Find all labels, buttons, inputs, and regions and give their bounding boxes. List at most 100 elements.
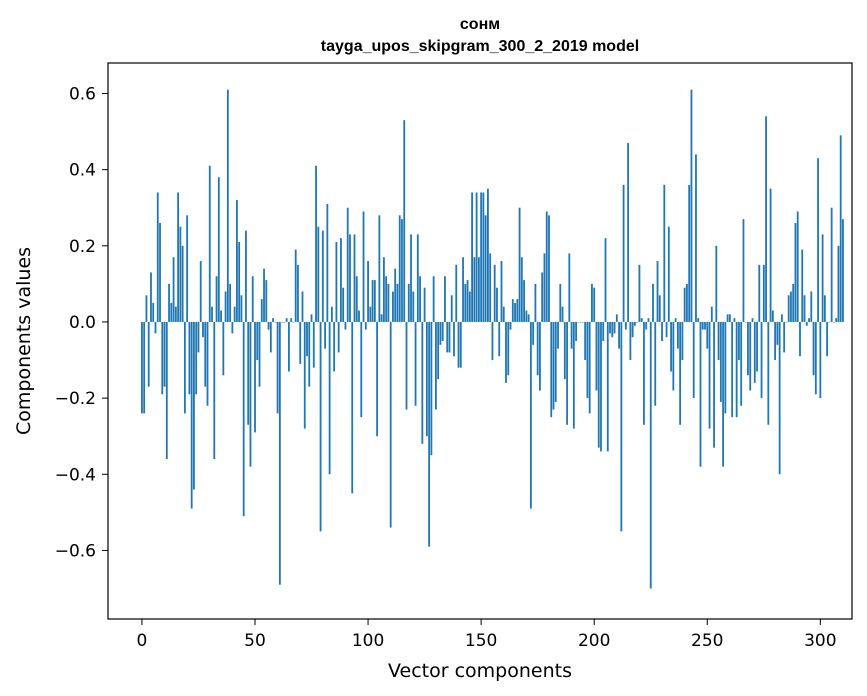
- bar-34: [217, 177, 220, 322]
- bar-105: [378, 215, 381, 322]
- bar-254: [715, 245, 718, 322]
- bar-5: [152, 302, 155, 322]
- bar-117: [405, 321, 408, 410]
- bar-224: [647, 318, 650, 322]
- bar-289: [794, 222, 797, 322]
- bar-303: [826, 321, 829, 357]
- bar-207: [609, 321, 611, 334]
- bar-290: [796, 211, 799, 322]
- bar-304: [828, 321, 831, 323]
- bar-260: [728, 314, 731, 322]
- bar-222: [643, 321, 645, 425]
- bar-291: [799, 321, 801, 357]
- bar-52: [258, 321, 261, 387]
- bar-111: [392, 291, 394, 322]
- bar-310: [842, 219, 844, 322]
- bar-144: [466, 280, 469, 322]
- bar-148: [475, 192, 478, 322]
- chart-title: сонм: [460, 16, 500, 33]
- bar-273: [758, 264, 761, 322]
- bar-27: [202, 321, 204, 338]
- bar-0: [141, 321, 143, 414]
- bar-55: [265, 280, 268, 322]
- bar-226: [652, 283, 654, 322]
- bar-6: [154, 321, 157, 334]
- bar-131: [437, 321, 440, 380]
- bar-99: [364, 321, 367, 330]
- bar-183: [554, 321, 557, 402]
- bar-152: [484, 215, 487, 322]
- bar-40: [231, 321, 234, 334]
- bar-61: [278, 321, 281, 585]
- bar-41: [233, 306, 236, 322]
- bar-114: [398, 215, 401, 322]
- bar-67: [292, 321, 295, 323]
- bar-101: [369, 306, 372, 322]
- bar-174: [534, 283, 537, 322]
- bar-227: [654, 321, 657, 406]
- bar-240: [683, 287, 686, 322]
- bar-182: [552, 321, 555, 410]
- bar-13: [170, 302, 173, 322]
- bar-98: [362, 211, 365, 322]
- bar-7: [156, 192, 159, 322]
- bar-203: [600, 321, 602, 452]
- bar-204: [602, 321, 605, 341]
- bar-139: [455, 264, 458, 322]
- bar-235: [672, 321, 675, 391]
- bar-306: [833, 321, 835, 323]
- bar-245: [695, 154, 697, 322]
- bar-169: [523, 280, 525, 322]
- x-tick-label: 100: [352, 631, 384, 651]
- bar-48: [249, 321, 252, 467]
- bar-127: [428, 321, 431, 547]
- bar-80: [321, 230, 324, 322]
- bar-238: [679, 321, 682, 425]
- bar-302: [823, 295, 826, 322]
- bar-220: [638, 264, 641, 322]
- bar-143: [464, 283, 467, 322]
- bar-155: [491, 321, 494, 361]
- bar-184: [557, 321, 559, 349]
- bar-163: [509, 321, 512, 330]
- bar-15: [174, 306, 177, 322]
- bar-266: [742, 219, 745, 322]
- bar-249: [704, 321, 706, 330]
- bar-308: [837, 245, 840, 322]
- bar-283: [780, 314, 783, 322]
- bar-12: [168, 283, 170, 322]
- bar-195: [581, 321, 584, 323]
- bar-219: [636, 321, 639, 323]
- bar-69: [297, 264, 299, 322]
- bar-71: [301, 291, 304, 322]
- bar-218: [634, 321, 636, 326]
- bar-106: [380, 314, 383, 322]
- bar-208: [611, 321, 614, 338]
- bar-70: [299, 321, 302, 364]
- bar-68: [294, 249, 297, 322]
- bar-103: [373, 280, 376, 322]
- bar-269: [749, 321, 752, 391]
- x-tick-label: 150: [465, 631, 497, 651]
- bar-14: [172, 257, 175, 322]
- bar-237: [676, 321, 679, 349]
- bar-234: [670, 321, 672, 372]
- bar-22: [190, 321, 193, 509]
- bar-16: [177, 192, 180, 322]
- bar-150: [480, 192, 483, 322]
- bar-243: [690, 89, 693, 322]
- x-tick-label: 0: [137, 631, 148, 651]
- bar-292: [801, 249, 804, 322]
- bar-49: [251, 276, 254, 322]
- bar-26: [199, 261, 202, 322]
- bar-229: [658, 295, 661, 322]
- bar-164: [511, 299, 514, 322]
- bar-210: [615, 314, 618, 322]
- bar-193: [577, 321, 580, 323]
- bar-268: [747, 321, 749, 376]
- bar-51: [256, 321, 259, 361]
- bar-86: [335, 241, 338, 322]
- bar-38: [226, 89, 229, 322]
- bar-158: [498, 321, 501, 357]
- bar-213: [622, 184, 625, 322]
